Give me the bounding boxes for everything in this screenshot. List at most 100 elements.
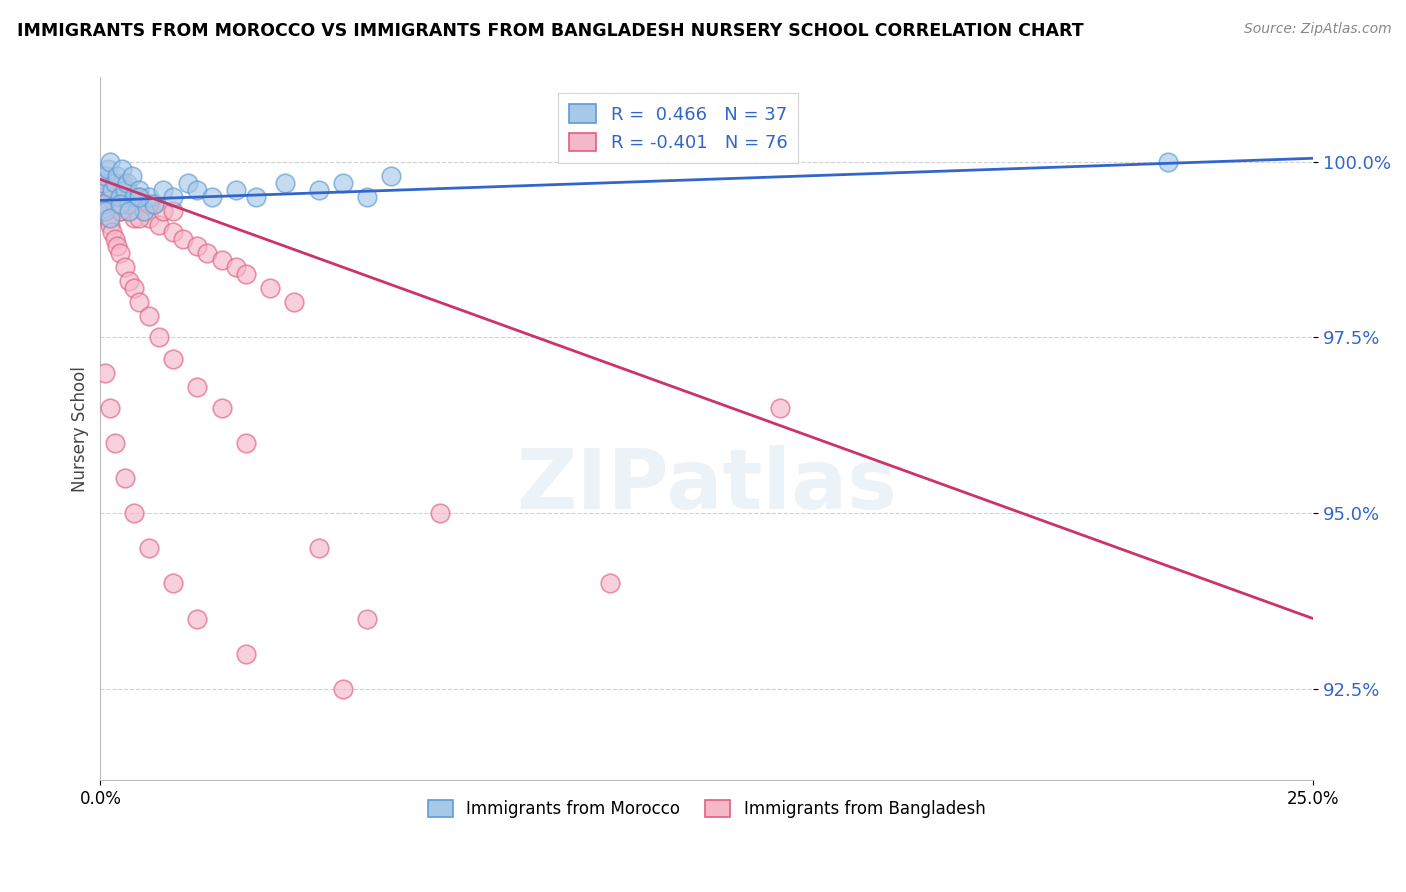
Point bbox=[235, 647, 257, 661]
Point bbox=[138, 197, 160, 211]
Point bbox=[211, 253, 233, 268]
Point bbox=[308, 183, 330, 197]
Point bbox=[162, 576, 184, 591]
Point bbox=[162, 225, 184, 239]
Point bbox=[332, 176, 354, 190]
Point bbox=[201, 190, 224, 204]
Point bbox=[115, 176, 138, 190]
Text: IMMIGRANTS FROM MOROCCO VS IMMIGRANTS FROM BANGLADESH NURSERY SCHOOL CORRELATION: IMMIGRANTS FROM MOROCCO VS IMMIGRANTS FR… bbox=[17, 22, 1084, 40]
Point bbox=[91, 197, 114, 211]
Point bbox=[97, 169, 120, 183]
Point bbox=[91, 176, 114, 190]
Point bbox=[152, 204, 174, 219]
Point bbox=[104, 197, 127, 211]
Point bbox=[283, 295, 305, 310]
Point bbox=[125, 197, 148, 211]
Point bbox=[162, 351, 184, 366]
Point bbox=[94, 204, 117, 219]
Point bbox=[235, 267, 257, 281]
Point bbox=[114, 260, 136, 275]
Point bbox=[94, 366, 117, 380]
Point bbox=[152, 183, 174, 197]
Point bbox=[118, 274, 141, 288]
Point bbox=[124, 190, 146, 204]
Point bbox=[142, 197, 165, 211]
Point bbox=[105, 239, 128, 253]
Point bbox=[91, 190, 114, 204]
Point bbox=[138, 190, 160, 204]
Point bbox=[225, 183, 247, 197]
Point bbox=[104, 183, 127, 197]
Text: ZIPatlas: ZIPatlas bbox=[516, 444, 897, 525]
Point bbox=[111, 161, 134, 176]
Point bbox=[599, 576, 621, 591]
Y-axis label: Nursery School: Nursery School bbox=[72, 366, 89, 491]
Point bbox=[142, 197, 165, 211]
Point bbox=[108, 197, 131, 211]
Point bbox=[94, 169, 117, 183]
Point bbox=[124, 281, 146, 295]
Point bbox=[97, 161, 120, 176]
Point bbox=[128, 183, 150, 197]
Point bbox=[97, 211, 120, 225]
Point bbox=[98, 154, 121, 169]
Point bbox=[104, 232, 127, 246]
Point bbox=[356, 612, 378, 626]
Point bbox=[118, 204, 141, 219]
Point bbox=[108, 204, 131, 219]
Point bbox=[245, 190, 267, 204]
Point bbox=[108, 190, 131, 204]
Point bbox=[114, 190, 136, 204]
Point bbox=[138, 541, 160, 556]
Point bbox=[124, 506, 146, 520]
Point bbox=[186, 380, 208, 394]
Point bbox=[162, 190, 184, 204]
Point bbox=[176, 176, 198, 190]
Point bbox=[195, 246, 218, 260]
Point bbox=[98, 218, 121, 232]
Point bbox=[128, 211, 150, 225]
Point bbox=[259, 281, 281, 295]
Point bbox=[186, 239, 208, 253]
Point bbox=[235, 436, 257, 450]
Point bbox=[308, 541, 330, 556]
Point bbox=[138, 211, 160, 225]
Point bbox=[91, 169, 114, 183]
Point bbox=[118, 204, 141, 219]
Point bbox=[148, 330, 170, 344]
Point bbox=[94, 183, 117, 197]
Point bbox=[768, 401, 790, 415]
Point bbox=[132, 204, 155, 219]
Point bbox=[98, 190, 121, 204]
Point bbox=[98, 176, 121, 190]
Point bbox=[93, 197, 115, 211]
Point bbox=[108, 204, 131, 219]
Point bbox=[118, 197, 141, 211]
Point bbox=[128, 190, 150, 204]
Legend: Immigrants from Morocco, Immigrants from Bangladesh: Immigrants from Morocco, Immigrants from… bbox=[422, 793, 993, 825]
Point bbox=[100, 190, 122, 204]
Point bbox=[186, 612, 208, 626]
Point bbox=[94, 204, 117, 219]
Point bbox=[111, 176, 134, 190]
Point bbox=[101, 183, 124, 197]
Point bbox=[104, 176, 127, 190]
Point bbox=[101, 225, 124, 239]
Point bbox=[94, 183, 117, 197]
Point bbox=[332, 681, 354, 696]
Point bbox=[114, 471, 136, 485]
Point bbox=[124, 211, 146, 225]
Point bbox=[105, 169, 128, 183]
Point bbox=[114, 197, 136, 211]
Point bbox=[356, 190, 378, 204]
Point bbox=[162, 204, 184, 219]
Point bbox=[274, 176, 297, 190]
Point bbox=[114, 183, 136, 197]
Point bbox=[98, 211, 121, 225]
Point bbox=[429, 506, 451, 520]
Point bbox=[211, 401, 233, 415]
Point bbox=[121, 169, 143, 183]
Text: Source: ZipAtlas.com: Source: ZipAtlas.com bbox=[1244, 22, 1392, 37]
Point bbox=[380, 169, 402, 183]
Point bbox=[98, 401, 121, 415]
